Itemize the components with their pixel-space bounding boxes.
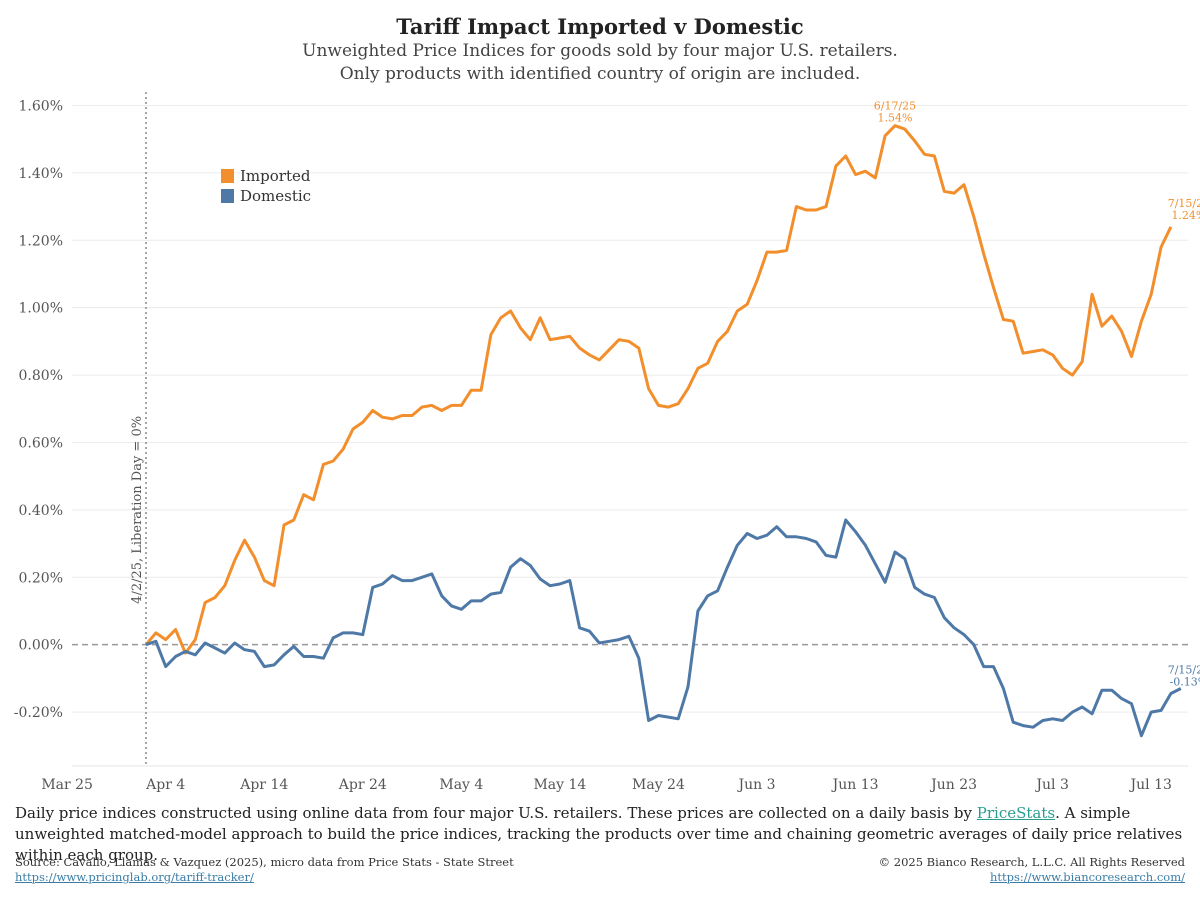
legend-label-imported: Imported: [240, 167, 311, 185]
copyright-note: © 2025 Bianco Research, L.L.C. All Right…: [878, 855, 1185, 869]
chart-description: Daily price indices constructed using on…: [15, 803, 1185, 866]
imported-last-date-label: 7/15/25: [1168, 197, 1200, 210]
liberation-day-label: 4/2/25, Liberation Day = 0%: [130, 416, 145, 604]
y-tick-label: 0.40%: [19, 503, 63, 519]
y-tick-label: 1.40%: [19, 166, 63, 182]
y-tick-label: 0.60%: [19, 435, 63, 451]
series-line-imported: [144, 124, 1173, 655]
imported-peak-date-label: 6/17/25: [874, 100, 916, 113]
x-tick-label: Apr 24: [338, 777, 387, 793]
source-link[interactable]: https://www.pricinglab.org/tariff-tracke…: [15, 870, 254, 884]
y-tick-label: 1.00%: [19, 301, 63, 317]
x-tick-label: Jun 3: [737, 777, 776, 793]
x-tick-label: Jul 13: [1129, 777, 1172, 793]
y-tick-label: 0.00%: [19, 638, 63, 654]
y-tick-label: -0.20%: [14, 705, 63, 721]
domestic-last-date-label: 7/15/25: [1168, 664, 1200, 677]
chart-subtitle-line-1: Unweighted Price Indices for goods sold …: [302, 41, 898, 61]
y-tick-label: 1.20%: [19, 233, 63, 249]
x-tick-label: Jun 23: [929, 777, 977, 793]
domestic-last-value-label: -0.13%: [1170, 676, 1200, 689]
x-tick-label: May 14: [533, 777, 586, 793]
x-tick-label: Jun 13: [831, 777, 879, 793]
imported-last-value-label: 1.24%: [1171, 209, 1200, 222]
source-note: Source: Cavallo, Llamas & Vazquez (2025)…: [15, 855, 514, 869]
x-tick-label: May 24: [632, 777, 685, 793]
description-text-end: . A simple unweighted matched-model appr…: [15, 804, 1183, 864]
chart-title: Tariff Impact Imported v Domestic: [396, 14, 804, 39]
legend-swatch-domestic: [221, 189, 234, 203]
series-line-domestic: [145, 518, 1182, 738]
pricestats-link[interactable]: PriceStats: [976, 804, 1056, 822]
chart-subtitle-line-2: Only products with identified country of…: [339, 64, 861, 84]
x-tick-label: Apr 4: [145, 777, 185, 793]
imported-peak-value-label: 1.54%: [878, 112, 913, 125]
y-tick-label: 1.60%: [19, 98, 63, 114]
copyright-footer: © 2025 Bianco Research, L.L.C. All Right…: [879, 855, 1185, 885]
y-tick-label: 0.20%: [19, 570, 63, 586]
legend-swatch-imported: [221, 169, 234, 183]
description-text-start: Daily price indices constructed using on…: [15, 804, 977, 822]
legend-label-domestic: Domestic: [240, 187, 311, 205]
line-chart: -0.20% 0.00% 0.20% 0.40% 0.60% 0.80% 1.00% 1.20…: [14, 92, 1200, 793]
x-tick-label: May 4: [439, 777, 483, 793]
y-tick-label: 0.80%: [19, 368, 63, 384]
source-footer: Source: Cavallo, Llamas & Vazquez (2025)…: [15, 855, 514, 885]
x-tick-label: Apr 14: [239, 777, 288, 793]
x-tick-label: Mar 25: [41, 777, 93, 793]
website-link[interactable]: https://www.biancoresearch.com/: [989, 870, 1185, 884]
x-tick-label: Jul 3: [1034, 777, 1068, 793]
